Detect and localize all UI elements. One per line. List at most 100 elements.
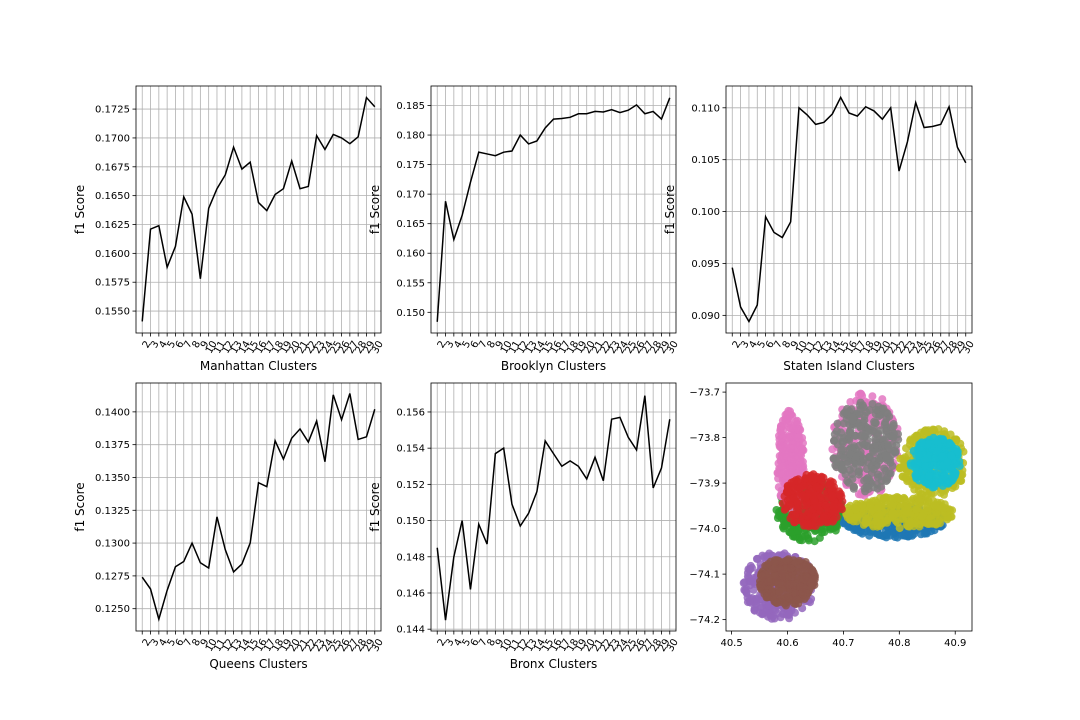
x-axis-label: Brooklyn Clusters xyxy=(501,359,606,373)
y-tick-label: 0.1625 xyxy=(95,220,130,231)
scatter-point xyxy=(895,524,904,533)
scatter-point xyxy=(828,445,837,454)
scatter-point xyxy=(869,448,878,457)
scatter-point xyxy=(908,480,917,489)
scatter-point xyxy=(820,512,829,521)
scatter-point xyxy=(780,521,789,530)
scatter-point xyxy=(874,429,883,438)
scatter-point xyxy=(778,585,787,594)
x-tick-label: 2 xyxy=(436,637,449,648)
scatter-point xyxy=(882,452,891,461)
series-line xyxy=(141,95,376,322)
x-tick-label: 6 xyxy=(174,637,187,648)
scatter-point xyxy=(802,492,810,501)
scatter-point xyxy=(785,610,794,619)
scatter-point xyxy=(852,452,860,461)
scatter-point xyxy=(826,480,835,489)
scatter-point xyxy=(772,599,781,607)
x-tick-label: 3 xyxy=(149,339,162,350)
scatter-point xyxy=(835,433,844,442)
panel-0: 2345678910111213141516171819202122232425… xyxy=(73,85,386,373)
scatter-point xyxy=(782,601,790,610)
scatter-point xyxy=(947,472,956,480)
panel-4: 2345678910111213141516171819202122232425… xyxy=(368,382,681,671)
scatter-point xyxy=(832,457,841,466)
scatter-point xyxy=(901,453,909,462)
axes-frame xyxy=(725,382,973,632)
scatter-point xyxy=(862,482,871,491)
scatter-point xyxy=(858,438,867,447)
x-tick-label: 8 xyxy=(781,339,794,350)
scatter-point xyxy=(745,573,753,582)
y-tick-label: 0.1650 xyxy=(95,191,130,202)
x-tick-label: 7 xyxy=(477,637,490,648)
scatter-point xyxy=(776,426,785,435)
scatter-point xyxy=(867,507,876,516)
scatter-point xyxy=(850,526,859,534)
scatter-point xyxy=(745,597,754,606)
y-tick-label: −73.7 xyxy=(689,388,720,399)
y-tick-label: 0.110 xyxy=(691,103,720,114)
scatter-point xyxy=(793,595,802,604)
x-axis-label: Staten Island Clusters xyxy=(783,359,915,373)
scatter-point xyxy=(920,529,929,538)
scatter-point xyxy=(872,441,881,449)
y-tick-label: 0.1675 xyxy=(95,162,130,173)
scatter-point xyxy=(880,420,889,429)
scatter-point xyxy=(892,517,900,525)
y-tick-label: 0.170 xyxy=(396,190,425,201)
scatter-point xyxy=(750,606,759,615)
scatter-point xyxy=(871,496,880,505)
x-tick-label: 5 xyxy=(461,339,474,350)
scatter-point xyxy=(799,575,808,584)
scatter-point xyxy=(872,405,881,414)
scatter-point xyxy=(777,565,786,574)
scatter-point xyxy=(848,416,857,425)
scatter-point xyxy=(830,436,838,445)
y-tick-label: 0.150 xyxy=(396,308,425,319)
scatter-point xyxy=(776,579,785,588)
x-tick-label: 40.9 xyxy=(944,638,966,649)
panel-3: 2345678910111213141516171819202122232425… xyxy=(73,382,386,671)
x-tick-label: 4 xyxy=(747,339,760,350)
scatter-point xyxy=(911,470,920,479)
x-axis-label: Queens Clusters xyxy=(209,657,307,671)
scatter-point xyxy=(801,474,810,483)
scatter-point xyxy=(781,417,790,425)
x-tick-label: 8 xyxy=(190,339,203,350)
scatter-point xyxy=(917,438,926,447)
scatter-point xyxy=(838,464,847,473)
scatter-point xyxy=(794,526,802,535)
scatter-point xyxy=(789,494,798,503)
scatter-point xyxy=(850,513,859,522)
scatter-point xyxy=(837,503,846,512)
scatter-points xyxy=(739,389,968,623)
scatter-point xyxy=(770,564,779,573)
scatter-point xyxy=(922,491,931,500)
y-tick-label: 0.100 xyxy=(691,207,720,218)
x-tick-label: 4 xyxy=(452,339,465,350)
y-tick-label: 0.1325 xyxy=(95,506,130,517)
scatter-point xyxy=(817,528,826,537)
scatter-point xyxy=(778,499,787,508)
scatter-point xyxy=(916,520,925,529)
scatter-point xyxy=(884,441,892,450)
y-tick-label: −74.1 xyxy=(689,570,720,581)
x-axis-label: Manhattan Clusters xyxy=(200,359,317,373)
scatter-point xyxy=(851,431,860,440)
scatter-point xyxy=(845,509,854,518)
scatter-point xyxy=(749,585,758,594)
scatter-point xyxy=(946,506,955,515)
y-tick-label: −74.0 xyxy=(689,524,720,535)
x-tick-label: 6 xyxy=(174,339,187,350)
scatter-point xyxy=(803,520,812,529)
y-tick-label: 0.144 xyxy=(396,625,425,636)
scatter-point xyxy=(763,592,772,601)
scatter-point xyxy=(848,470,857,479)
scatter-point xyxy=(908,437,917,445)
scatter-point xyxy=(799,462,808,471)
x-tick-label: 3 xyxy=(149,637,162,648)
scatter-point xyxy=(883,530,892,539)
scatter-point xyxy=(792,558,800,567)
